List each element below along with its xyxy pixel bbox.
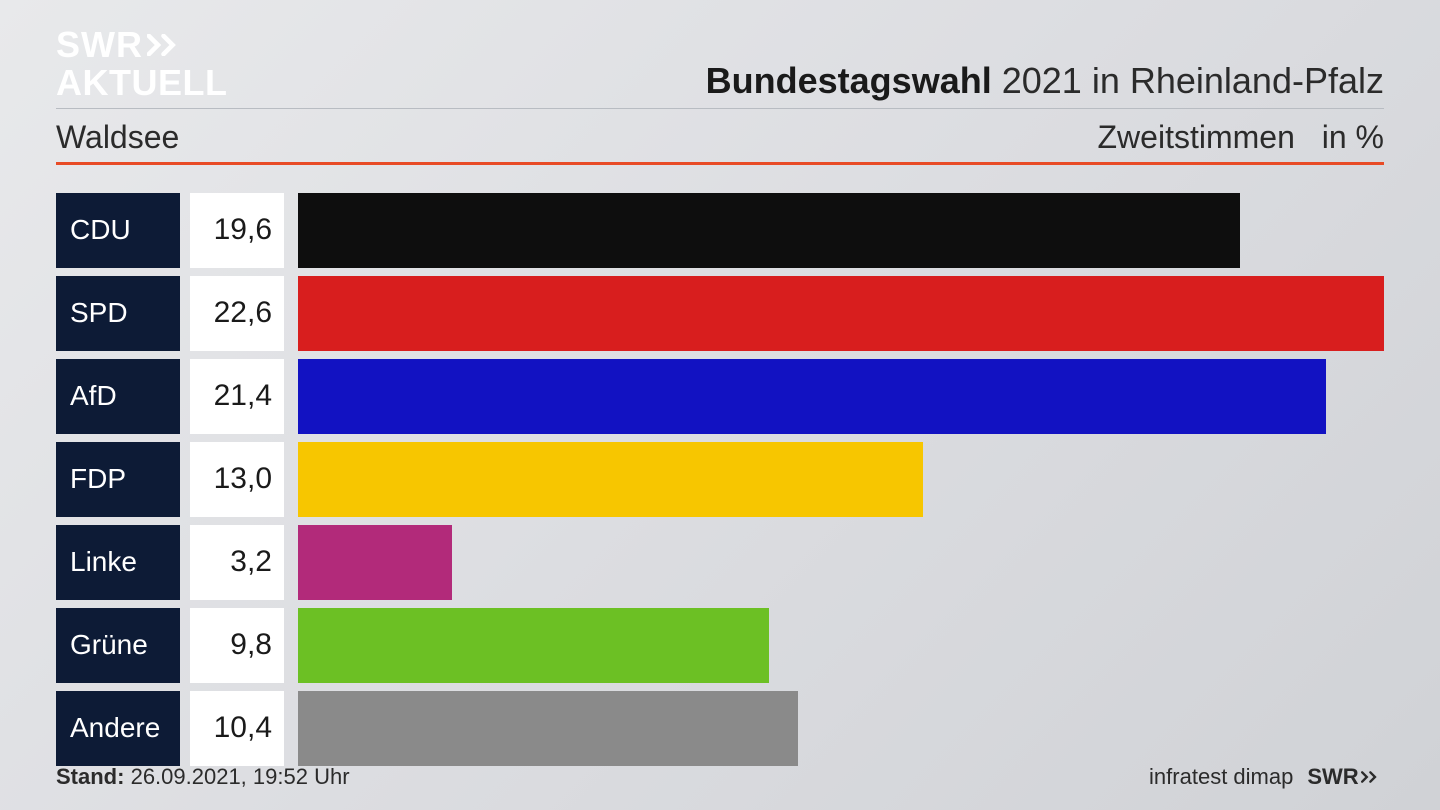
bar-row: Linke3,2 <box>56 525 1384 600</box>
value-box: 13,0 <box>190 442 284 517</box>
party-label: FDP <box>56 442 180 517</box>
value-box: 10,4 <box>190 691 284 766</box>
header-row: SWR AKTUELL Bundestagswahl 2021 in Rhein… <box>56 26 1384 102</box>
title-rest: 2021 in Rheinland-Pfalz <box>1002 60 1384 101</box>
bar-row: CDU19,6 <box>56 193 1384 268</box>
bar-track <box>298 276 1384 351</box>
brand-line1: SWR <box>56 26 143 64</box>
source-text: infratest dimap <box>1149 764 1293 790</box>
divider-accent <box>56 162 1384 165</box>
unit-label: in % <box>1322 119 1384 155</box>
stand-label: Stand: <box>56 764 124 789</box>
bar-fill <box>298 276 1384 351</box>
party-label: CDU <box>56 193 180 268</box>
bar-chart: CDU19,6SPD22,6AfD21,4FDP13,0Linke3,2Grün… <box>56 193 1384 766</box>
bar-row: Grüne9,8 <box>56 608 1384 683</box>
value-box: 21,4 <box>190 359 284 434</box>
subheader: Waldsee Zweitstimmen in % <box>56 119 1384 156</box>
bar-track <box>298 525 1384 600</box>
bar-row: SPD22,6 <box>56 276 1384 351</box>
source-credit: infratest dimap SWR <box>1149 764 1384 790</box>
bar-fill <box>298 691 798 766</box>
footer: Stand: 26.09.2021, 19:52 Uhr infratest d… <box>56 764 1384 790</box>
value-box: 19,6 <box>190 193 284 268</box>
chevron-right-icon <box>1361 770 1384 784</box>
party-label: Andere <box>56 691 180 766</box>
bar-row: Andere10,4 <box>56 691 1384 766</box>
stand-value: 26.09.2021, 19:52 Uhr <box>131 764 350 789</box>
party-label: Linke <box>56 525 180 600</box>
bar-fill <box>298 442 923 517</box>
location-label: Waldsee <box>56 119 179 156</box>
party-label: AfD <box>56 359 180 434</box>
bar-row: FDP13,0 <box>56 442 1384 517</box>
party-label: SPD <box>56 276 180 351</box>
bar-fill <box>298 359 1326 434</box>
timestamp: Stand: 26.09.2021, 19:52 Uhr <box>56 764 350 790</box>
bar-fill <box>298 525 452 600</box>
divider-light <box>56 108 1384 109</box>
bar-track <box>298 193 1384 268</box>
value-box: 9,8 <box>190 608 284 683</box>
bar-track <box>298 359 1384 434</box>
bar-row: AfD21,4 <box>56 359 1384 434</box>
bar-track <box>298 608 1384 683</box>
title-bold: Bundestagswahl <box>706 60 992 101</box>
page-title: Bundestagswahl 2021 in Rheinland-Pfalz <box>706 60 1384 102</box>
bar-fill <box>298 193 1240 268</box>
source-brand: SWR <box>1307 764 1384 790</box>
bar-track <box>298 442 1384 517</box>
bar-track <box>298 691 1384 766</box>
brand-logo: SWR AKTUELL <box>56 26 227 102</box>
chevron-right-icon <box>147 34 184 56</box>
party-label: Grüne <box>56 608 180 683</box>
brand-line2: AKTUELL <box>56 64 227 102</box>
bar-fill <box>298 608 769 683</box>
value-box: 22,6 <box>190 276 284 351</box>
value-box: 3,2 <box>190 525 284 600</box>
metric-label: Zweitstimmen <box>1098 119 1295 155</box>
